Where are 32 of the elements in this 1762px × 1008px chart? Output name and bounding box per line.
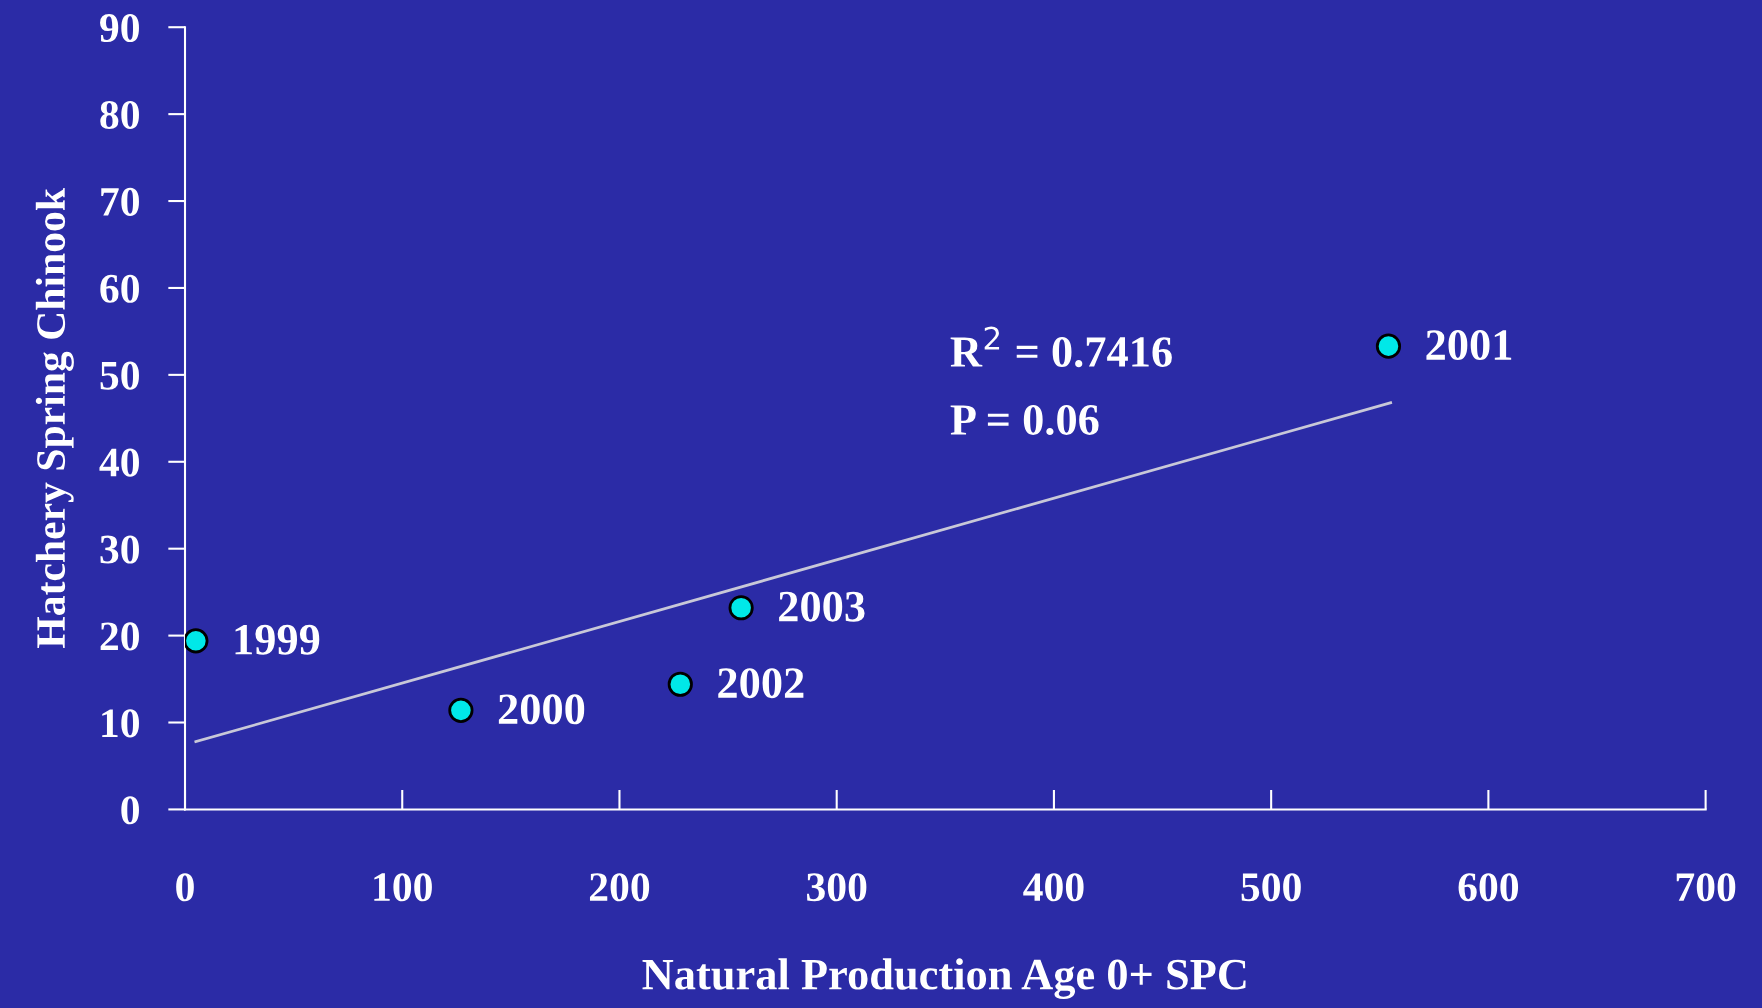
annotation: P = 0.06 <box>950 404 1099 436</box>
y-tick-label: 70 <box>101 187 139 216</box>
y-tick-label: 60 <box>100 274 139 303</box>
y-tick-label: 40 <box>99 448 139 477</box>
y-tick-label: 30 <box>100 535 139 564</box>
point <box>728 595 754 621</box>
annotation: R$^{2}$ = 0.7416 <box>950 326 1172 368</box>
x-tick-label: 600 <box>1458 873 1519 902</box>
point <box>185 628 209 654</box>
annotation: 2002 <box>718 668 804 699</box>
x-tick-label: 0 <box>176 873 194 902</box>
y-tick-label: 90 <box>100 13 139 43</box>
y-tick-label: 80 <box>100 100 139 129</box>
y-tick-label: 0 <box>121 796 139 825</box>
annotation: 2003 <box>779 591 865 622</box>
annotation: 1999 <box>235 624 320 655</box>
annotation: 2000 <box>498 694 585 725</box>
point <box>667 671 693 697</box>
y-axis-title: Hatchery Spring Chinook <box>35 188 74 648</box>
point <box>448 697 474 723</box>
x-tick-label: 300 <box>807 873 867 902</box>
y-tick-label: 20 <box>100 622 139 651</box>
annotation: 2001 <box>1426 330 1512 361</box>
x-tick-label: 500 <box>1241 873 1301 902</box>
x-tick-label: 700 <box>1676 873 1736 902</box>
x-axis-title: Natural Production Age 0+ SPC <box>642 958 1246 999</box>
y-tick-label: 50 <box>100 361 139 390</box>
point <box>1375 333 1402 359</box>
y-tick-label: 10 <box>102 709 139 738</box>
x-tick-label: 200 <box>589 873 650 902</box>
x-tick-label: 400 <box>1023 873 1084 902</box>
x-tick-label: 100 <box>374 873 432 902</box>
